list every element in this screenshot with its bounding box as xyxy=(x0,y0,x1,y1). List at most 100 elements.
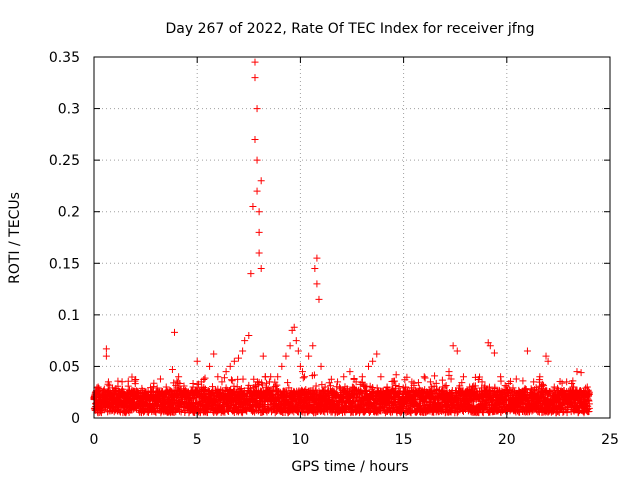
y-tick-label: 0.15 xyxy=(49,256,80,272)
data-point xyxy=(181,388,189,396)
band-point xyxy=(327,375,335,383)
data-point xyxy=(449,342,457,350)
band-point xyxy=(147,384,155,392)
data-point xyxy=(239,347,247,355)
data-point xyxy=(102,352,110,360)
data-point xyxy=(245,331,253,339)
data-point xyxy=(123,393,131,401)
band-point xyxy=(442,382,450,390)
data-point xyxy=(259,352,267,360)
band-point xyxy=(447,375,455,383)
data-point xyxy=(253,187,261,195)
data-point xyxy=(577,369,585,377)
band-point xyxy=(392,371,400,379)
data-point xyxy=(255,249,263,257)
data-point xyxy=(472,388,480,396)
band-point xyxy=(391,377,399,385)
band-point xyxy=(299,374,307,382)
band-point xyxy=(239,375,247,383)
data-point xyxy=(459,373,467,381)
data-point xyxy=(257,177,265,185)
data-point xyxy=(334,378,342,386)
data-point xyxy=(321,383,329,391)
band-point xyxy=(258,381,266,389)
data-point xyxy=(94,383,102,391)
band-point xyxy=(114,377,122,385)
band-point xyxy=(542,386,550,394)
x-tick-label: 0 xyxy=(90,432,99,448)
data-point xyxy=(294,347,302,355)
data-point xyxy=(119,391,127,399)
band-point xyxy=(220,374,228,382)
band-point xyxy=(458,379,466,387)
data-point xyxy=(402,383,410,391)
band-point xyxy=(395,383,403,391)
data-point xyxy=(523,347,531,355)
data-point xyxy=(556,388,564,396)
band-point xyxy=(471,382,479,390)
band-point xyxy=(585,404,593,412)
data-point xyxy=(193,357,201,365)
y-tick-label: 0 xyxy=(71,411,80,427)
data-point xyxy=(490,349,498,357)
data-point xyxy=(100,385,108,393)
band-point xyxy=(251,408,259,416)
data-point xyxy=(315,295,323,303)
band-point xyxy=(438,388,446,396)
plot-frame xyxy=(93,56,611,419)
data-point xyxy=(478,378,486,386)
data-point xyxy=(210,350,218,358)
data-point xyxy=(222,368,230,376)
data-point xyxy=(197,378,205,386)
data-point xyxy=(115,395,123,403)
data-point xyxy=(111,389,119,397)
band-point xyxy=(519,377,527,385)
x-tick-label: 20 xyxy=(498,432,516,448)
band-point xyxy=(476,373,484,381)
band-point xyxy=(228,377,236,385)
data-point xyxy=(340,373,348,381)
band-point xyxy=(539,380,547,388)
data-point xyxy=(395,393,403,401)
data-point xyxy=(377,373,385,381)
band-point xyxy=(388,408,396,416)
data-point xyxy=(189,383,197,391)
band-point xyxy=(245,381,253,389)
data-point xyxy=(278,362,286,370)
x-tick-label: 15 xyxy=(395,432,413,448)
data-point xyxy=(313,254,321,262)
band-point xyxy=(104,408,112,416)
band-point xyxy=(392,381,400,389)
band-point xyxy=(414,379,422,387)
data-point xyxy=(185,393,193,401)
data-point xyxy=(270,383,278,391)
band-point xyxy=(284,379,292,387)
band-point xyxy=(431,372,439,380)
data-point xyxy=(201,385,209,393)
data-point xyxy=(311,264,319,272)
band-point xyxy=(250,375,258,383)
data-point xyxy=(255,228,263,236)
data-point xyxy=(150,393,158,401)
data-point xyxy=(509,393,517,401)
data-point xyxy=(282,352,290,360)
data-point xyxy=(563,378,571,386)
data-point xyxy=(420,373,428,381)
data-point xyxy=(389,388,397,396)
band-point xyxy=(438,376,446,384)
band-point xyxy=(327,382,335,390)
band-point xyxy=(118,378,126,386)
band-point xyxy=(156,375,164,383)
data-point xyxy=(170,328,178,336)
data-point xyxy=(544,357,552,365)
data-point xyxy=(144,394,152,402)
y-tick-label: 0.1 xyxy=(58,308,80,324)
data-point xyxy=(253,156,261,164)
data-point xyxy=(497,373,505,381)
data-point xyxy=(206,362,214,370)
data-point xyxy=(156,391,164,399)
y-axis-ticks: 0 0.05 0.1 0.15 0.2 0.25 0.3 0.35 xyxy=(49,50,610,427)
band-point xyxy=(176,379,184,387)
band-point xyxy=(491,383,499,391)
data-point xyxy=(247,270,255,278)
